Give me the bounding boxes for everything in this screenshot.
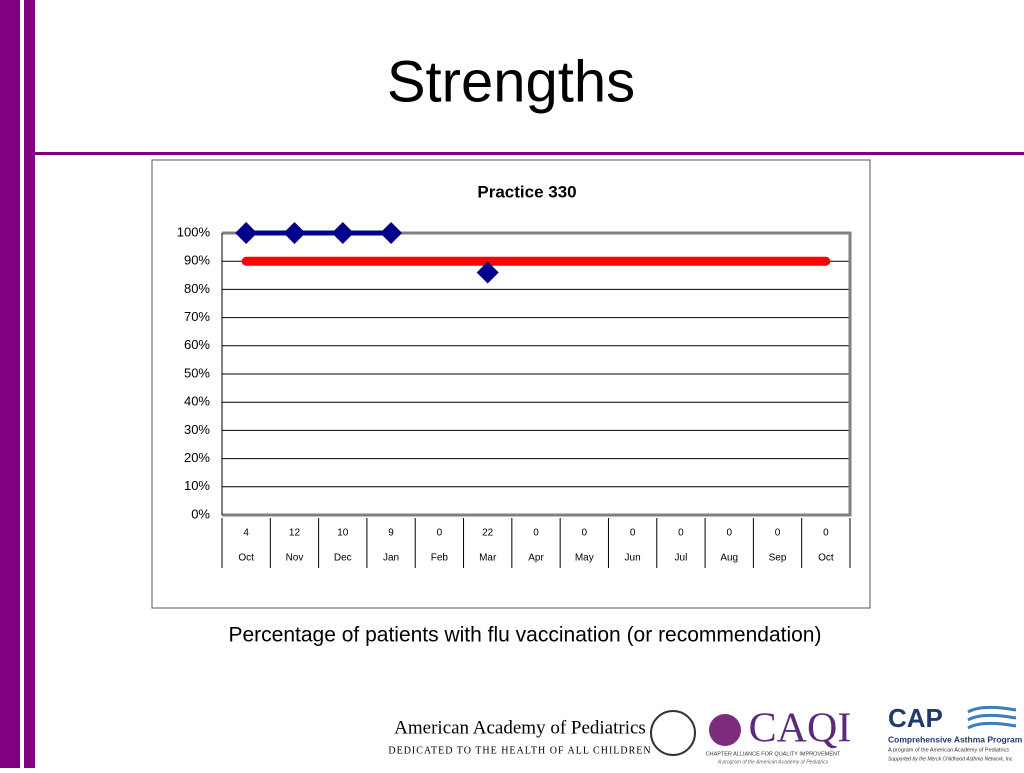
aap-name: American Academy of Pediatrics bbox=[394, 717, 646, 738]
y-tick-label: 30% bbox=[184, 422, 210, 437]
cap-waves bbox=[967, 705, 1017, 730]
count-label: 9 bbox=[388, 528, 394, 539]
slide-title: Strengths bbox=[387, 49, 635, 114]
y-tick-label: 0% bbox=[191, 506, 210, 521]
cap-name: CAP bbox=[888, 703, 943, 733]
y-tick-label: 90% bbox=[184, 253, 210, 268]
count-label: 10 bbox=[337, 528, 349, 539]
x-tick-label: Aug bbox=[720, 553, 738, 564]
cap-line: Comprehensive Asthma Program bbox=[888, 734, 1023, 744]
side-bar bbox=[24, 0, 35, 768]
x-tick-label: Feb bbox=[431, 553, 449, 564]
plot-border bbox=[222, 231, 852, 517]
count-label: 0 bbox=[775, 528, 781, 539]
y-tick-label: 80% bbox=[184, 281, 210, 296]
y-tick-label: 70% bbox=[184, 309, 210, 324]
x-tick-label: Jan bbox=[383, 553, 399, 564]
point bbox=[283, 222, 306, 244]
x-tick-label: Oct bbox=[238, 553, 254, 564]
caqi-name: CAQI bbox=[749, 706, 852, 752]
y-tick-label: 40% bbox=[184, 394, 210, 409]
count-label: 0 bbox=[823, 528, 829, 539]
x-tick-label: Jun bbox=[625, 553, 641, 564]
x-tick-label: Jul bbox=[675, 553, 688, 564]
count-label: 0 bbox=[533, 528, 539, 539]
y-tick-label: 50% bbox=[184, 365, 210, 380]
x-tick-label: Mar bbox=[479, 553, 497, 564]
count-label: 12 bbox=[289, 528, 301, 539]
cap-line: Supported by the Merck Childhood Asthma … bbox=[888, 756, 1014, 762]
count-label: 4 bbox=[243, 528, 249, 539]
chart-frame bbox=[151, 159, 871, 609]
side-bar bbox=[0, 0, 20, 768]
x-tick-label: May bbox=[575, 553, 594, 564]
count-label: 0 bbox=[582, 528, 588, 539]
y-tick-label: 60% bbox=[184, 337, 210, 352]
chart-title: Practice 330 bbox=[477, 182, 576, 201]
footer: American Academy of Pediatrics DEDICATED… bbox=[388, 703, 1022, 765]
point bbox=[476, 261, 499, 284]
count-label: 0 bbox=[678, 528, 684, 539]
y-tick-label: 100% bbox=[177, 224, 211, 239]
x-tick-label: Nov bbox=[286, 553, 304, 564]
count-label: 0 bbox=[630, 528, 636, 539]
count-label: 0 bbox=[437, 528, 443, 539]
point bbox=[235, 222, 258, 244]
x-tick-label: Oct bbox=[818, 553, 834, 564]
count-label: 0 bbox=[726, 528, 732, 539]
y-tick-label: 10% bbox=[184, 478, 210, 493]
x-tick-label: Sep bbox=[769, 553, 787, 564]
point bbox=[380, 222, 403, 244]
aap-tagline: DEDICATED TO THE HEALTH OF ALL CHILDREN bbox=[388, 745, 651, 756]
point bbox=[331, 222, 354, 244]
caqi-icon bbox=[709, 714, 741, 746]
caption: Percentage of patients with flu vaccinat… bbox=[229, 624, 822, 647]
caqi-line: A program of the American Academy of Ped… bbox=[717, 759, 829, 765]
x-tick-label: Apr bbox=[528, 553, 544, 564]
aap-seal bbox=[650, 710, 696, 756]
x-tick-label: Dec bbox=[334, 553, 352, 564]
title-rule bbox=[35, 152, 1024, 155]
count-label: 22 bbox=[482, 528, 494, 539]
y-tick-label: 20% bbox=[184, 450, 210, 465]
cap-line: A program of the American Academy of Ped… bbox=[888, 747, 1009, 753]
caqi-line: CHAPTER ALLIANCE FOR QUALITY IMPROVEMENT bbox=[706, 751, 841, 757]
